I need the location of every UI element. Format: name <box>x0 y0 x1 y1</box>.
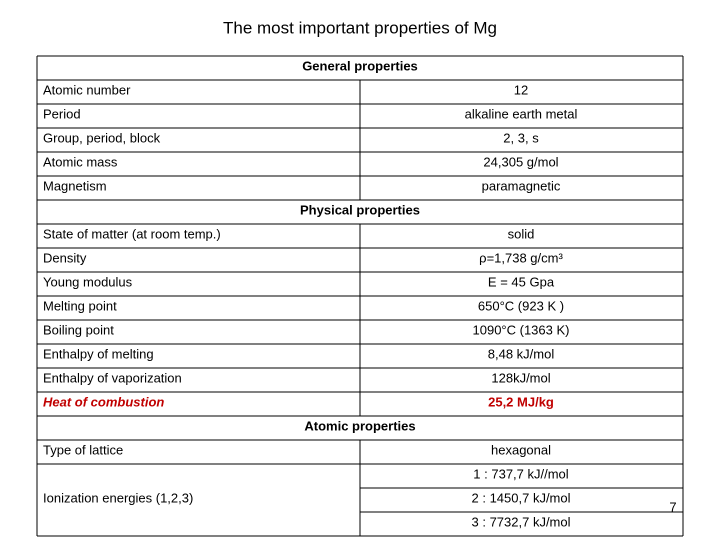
property-label: Heat of combustion <box>43 394 164 409</box>
property-value: 128kJ/mol <box>491 370 550 385</box>
property-label: State of matter (at room temp.) <box>43 226 221 241</box>
property-value: 650°C (923 K ) <box>478 298 564 313</box>
property-label: Enthalpy of vaporization <box>43 370 182 385</box>
section-title: General properties <box>302 58 418 73</box>
property-label: Density <box>43 250 87 265</box>
property-label: Group, period, block <box>43 130 161 145</box>
property-label: Type of lattice <box>43 442 123 457</box>
property-label: Melting point <box>43 298 117 313</box>
property-value: E = 45 Gpa <box>488 274 555 289</box>
property-value: alkaline earth metal <box>465 106 578 121</box>
section-title: Atomic properties <box>304 418 415 433</box>
property-value: paramagnetic <box>482 178 561 193</box>
page-number: 7 <box>669 499 676 514</box>
property-label: Enthalpy of melting <box>43 346 154 361</box>
page-title: The most important properties of Mg <box>223 18 497 37</box>
property-value: 1090°C (1363 K) <box>473 322 570 337</box>
property-value: 2 : 1450,7 kJ/mol <box>472 490 571 505</box>
property-label: Period <box>43 106 81 121</box>
property-value: 2, 3, s <box>503 130 539 145</box>
property-value: 8,48 kJ/mol <box>488 346 555 361</box>
property-value: solid <box>508 226 535 241</box>
property-value: ρ=1,738 g/cm³ <box>479 250 563 265</box>
property-value: hexagonal <box>491 442 551 457</box>
section-title: Physical properties <box>300 202 420 217</box>
property-label: Young modulus <box>43 274 133 289</box>
property-label: Atomic mass <box>43 154 118 169</box>
property-value: 3 : 7732,7 kJ/mol <box>472 514 571 529</box>
property-value: 1 : 737,7 kJ//mol <box>473 466 568 481</box>
property-value: 12 <box>514 82 528 97</box>
property-label: Ionization energies (1,2,3) <box>43 490 193 505</box>
property-value: 25,2 MJ/kg <box>488 394 554 409</box>
property-label: Atomic number <box>43 82 131 97</box>
property-value: 24,305 g/mol <box>483 154 558 169</box>
property-label: Boiling point <box>43 322 114 337</box>
property-label: Magnetism <box>43 178 107 193</box>
